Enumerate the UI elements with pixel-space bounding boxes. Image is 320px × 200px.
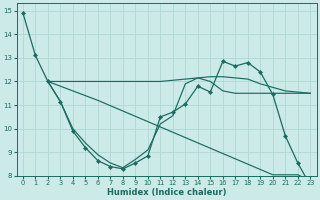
X-axis label: Humidex (Indice chaleur): Humidex (Indice chaleur): [107, 188, 226, 197]
